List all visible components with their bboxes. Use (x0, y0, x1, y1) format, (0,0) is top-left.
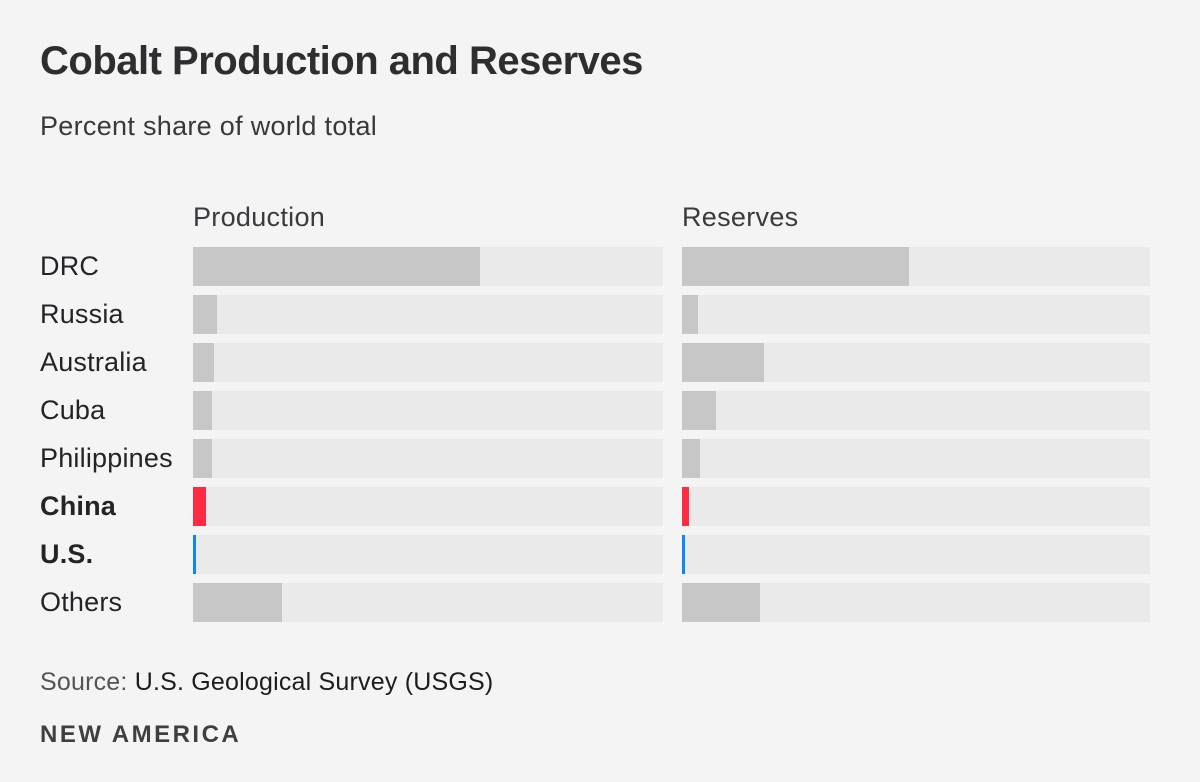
production-bar-track (193, 343, 663, 383)
production-bar-track (193, 583, 663, 623)
chart-row-russia: Russia (40, 295, 1150, 335)
reserves-bar-fill (682, 391, 717, 431)
production-bar-fill (193, 247, 480, 287)
production-bar-fill (193, 487, 207, 527)
row-label: DRC (40, 251, 100, 282)
production-bar-track (193, 535, 663, 575)
reserves-bar-track (682, 535, 1150, 575)
column-headers: Production Reserves (40, 202, 1150, 233)
production-bar-fill (193, 583, 283, 623)
reserves-bar-track (682, 583, 1150, 623)
row-label: Others (40, 587, 123, 618)
column-header-reserves: Reserves (682, 202, 799, 233)
reserves-bar-track (682, 295, 1150, 335)
row-label: Cuba (40, 395, 106, 426)
production-bar-track (193, 247, 663, 287)
source-label: Source: (40, 668, 128, 697)
chart-row-others: Others (40, 583, 1150, 623)
chart-row-us: U.S. (40, 535, 1150, 575)
reserves-bar-track (682, 439, 1150, 479)
source-line: Source: U.S. Geological Survey (USGS) (40, 668, 1150, 697)
reserves-bar-fill (682, 487, 690, 527)
chart-row-australia: Australia (40, 343, 1150, 383)
production-bar-fill (193, 343, 215, 383)
chart-row-cuba: Cuba (40, 391, 1150, 431)
production-bar-track (193, 439, 663, 479)
row-label: U.S. (40, 539, 94, 570)
row-label: Philippines (40, 443, 173, 474)
reserves-bar-fill (682, 583, 761, 623)
reserves-bar-track (682, 247, 1150, 287)
reserves-bar-fill (682, 535, 685, 575)
header-spacer (40, 202, 193, 233)
new-america-logo: NEW AMERICA (40, 720, 242, 748)
reserves-bar-fill (682, 343, 764, 383)
reserves-bar-track (682, 487, 1150, 527)
grouped-bar-chart: Production Reserves DRC Russia Australia (40, 202, 1150, 623)
production-bar-fill (193, 535, 196, 575)
production-bar-fill (193, 439, 212, 479)
reserves-bar-fill (682, 295, 698, 335)
reserves-bar-track (682, 343, 1150, 383)
production-bar-track (193, 295, 663, 335)
reserves-bar-fill (682, 247, 909, 287)
chart-subtitle: Percent share of world total (40, 111, 378, 141)
chart-row-philippines: Philippines (40, 439, 1150, 479)
row-label: China (40, 491, 117, 522)
chart-title: Cobalt Production and Reserves (40, 39, 643, 83)
column-header-production: Production (193, 202, 326, 233)
production-bar-fill (193, 295, 217, 335)
production-bar-track (193, 487, 663, 527)
chart-card: Cobalt Production and Reserves Percent s… (40, 39, 1150, 748)
chart-row-drc: DRC (40, 247, 1150, 287)
production-bar-track (193, 391, 663, 431)
reserves-bar-track (682, 391, 1150, 431)
reserves-bar-fill (682, 439, 700, 479)
row-label: Russia (40, 299, 124, 330)
production-bar-fill (193, 391, 212, 431)
source-text: U.S. Geological Survey (USGS) (134, 668, 494, 697)
chart-row-china: China (40, 487, 1150, 527)
row-label: Australia (40, 347, 147, 378)
